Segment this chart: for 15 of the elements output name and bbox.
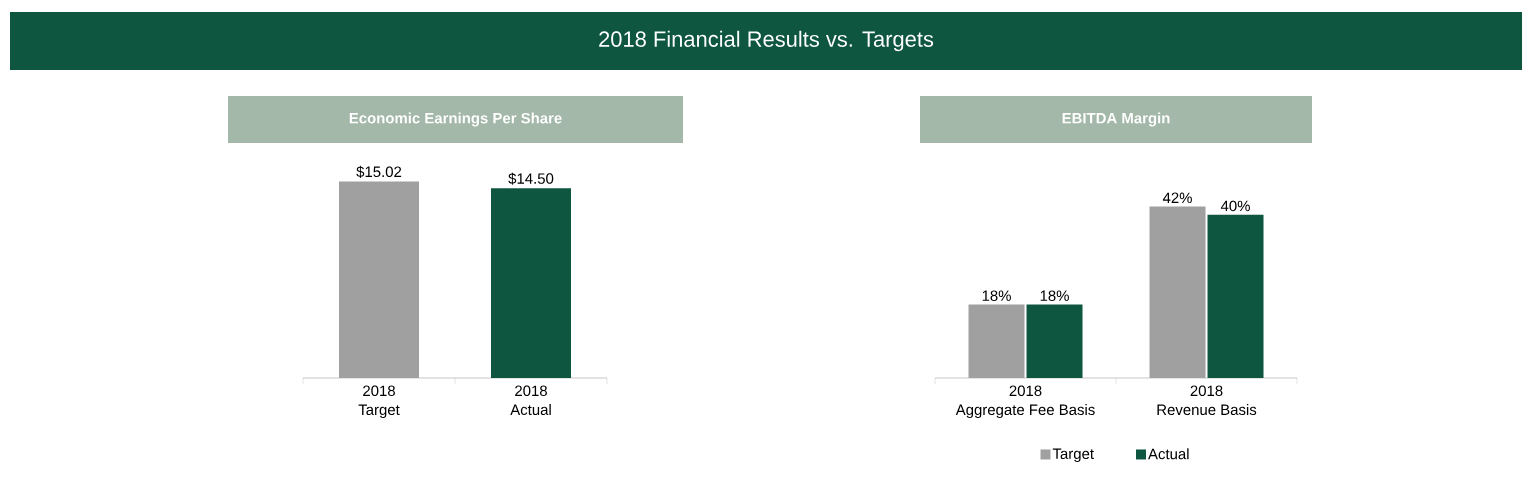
data-label: 40%: [1220, 200, 1250, 212]
text: 2018 Financial Results vs. Targets: [599, 30, 934, 52]
x-tick-label: 2018 Actual: [510, 385, 551, 416]
chart-title: Economic Earnings Per Share: [349, 112, 562, 127]
data-label: $15.02: [356, 165, 402, 178]
chart-title: EBITDA Margin: [1062, 112, 1170, 127]
x-tick-label: 2018 Aggregate Fee Basis: [955, 385, 1095, 418]
x-tick-label: 2018 Revenue Basis: [1157, 385, 1257, 416]
legend-label: Target: [1052, 448, 1094, 462]
x-tick-label: 2018 Target: [358, 385, 400, 418]
legend-label: Actual: [1148, 448, 1189, 460]
data-label: 18%: [1040, 290, 1069, 301]
data-label: $14.50: [508, 172, 554, 185]
data-label: 18%: [982, 290, 1011, 301]
data-label: 42%: [1162, 192, 1192, 204]
